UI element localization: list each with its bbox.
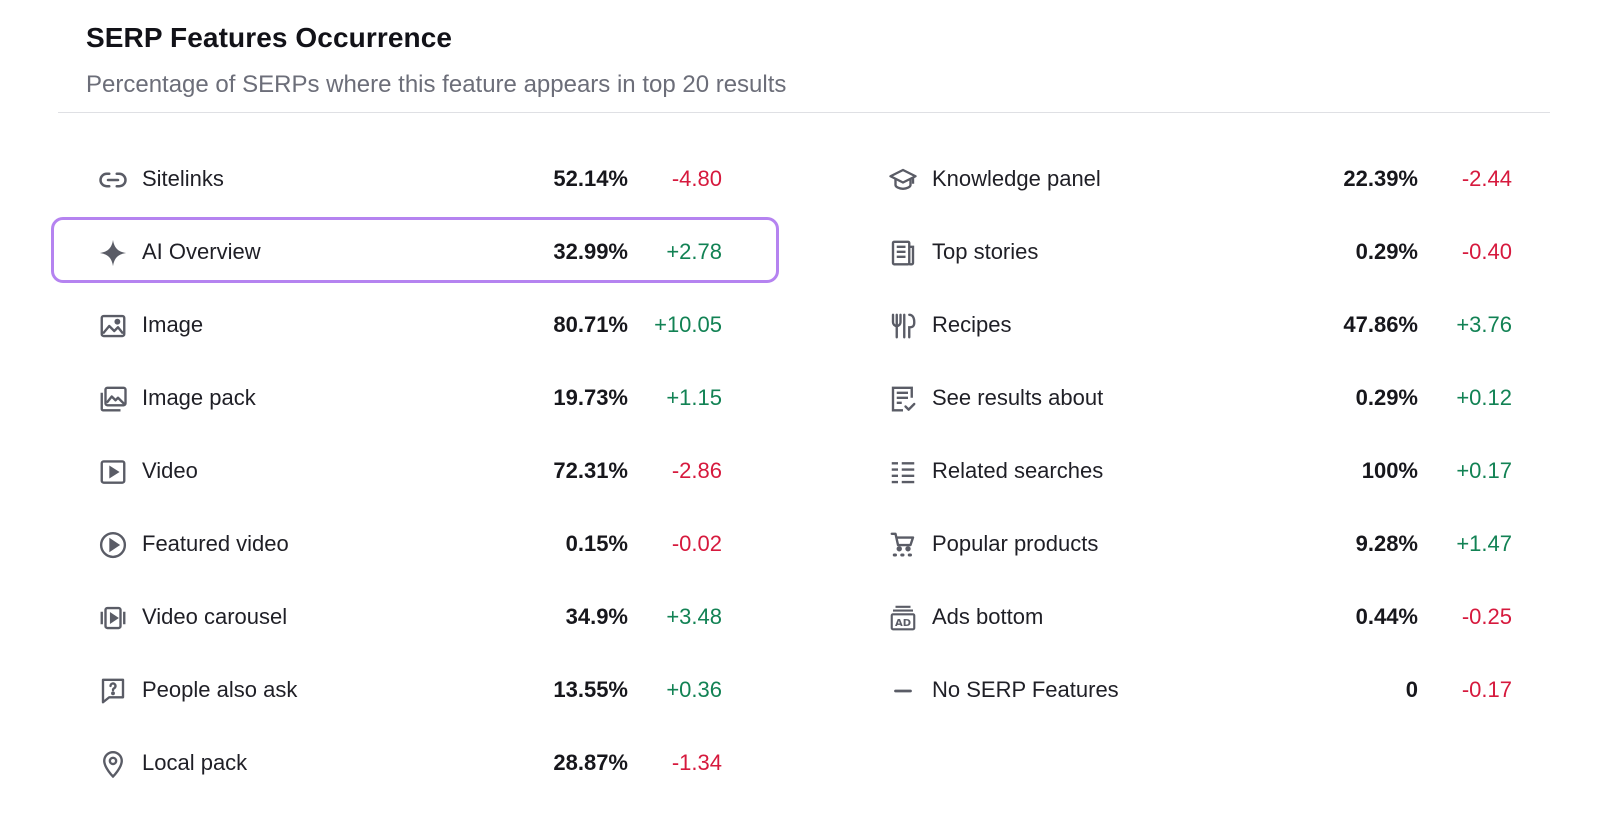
- features-list-left: Sitelinks 52.14% -4.80 AI Overview 32.99% +2.…: [86, 143, 740, 800]
- feature-change: -0.40: [1461, 239, 1512, 264]
- feature-row-featured-video: Featured video 0.15% -0.02: [86, 508, 740, 581]
- feature-change: -0.02: [671, 531, 722, 556]
- feature-label: Recipes: [932, 312, 1012, 337]
- feature-row-local-pack: Local pack 28.87% -1.34: [86, 727, 740, 800]
- feature-label: Image pack: [142, 385, 256, 410]
- feature-percentage: 100%: [1361, 458, 1418, 483]
- feature-label: Sitelinks: [142, 166, 224, 191]
- feature-row-ai-overview: AI Overview 32.99% +2.78: [86, 216, 740, 289]
- feature-percentage: 0.29%: [1355, 239, 1418, 264]
- video-icon: [98, 457, 128, 487]
- feature-label: Related searches: [932, 458, 1104, 483]
- video-carousel-icon: [98, 603, 128, 633]
- feature-row-people-also-ask: People also ask 13.55% +0.36: [86, 654, 740, 727]
- newspaper-icon: [888, 238, 918, 268]
- feature-percentage: 19.73%: [553, 385, 628, 410]
- play-circle-icon: [98, 530, 128, 560]
- feature-change: -0.17: [1461, 677, 1512, 702]
- feature-row-no-serp-features: No SERP Features 0 -0.17: [876, 654, 1530, 727]
- feature-row-top-stories: Top stories 0.29% -0.40: [876, 216, 1530, 289]
- feature-percentage: 0.44%: [1355, 604, 1418, 629]
- features-list-right: Knowledge panel 22.39% -2.44 Top stories 0.2…: [876, 143, 1530, 727]
- feature-row-video: Video 72.31% -2.86: [86, 435, 740, 508]
- feature-change: -2.86: [671, 458, 722, 483]
- sparkle-icon: [98, 238, 128, 268]
- image-icon: [98, 311, 128, 341]
- feature-change: +1.47: [1456, 531, 1512, 556]
- feature-change: +0.12: [1456, 385, 1512, 410]
- svg-text:AD: AD: [895, 618, 911, 629]
- feature-label: Top stories: [932, 239, 1039, 264]
- feature-change: +0.17: [1456, 458, 1512, 483]
- image-pack-icon: [98, 384, 128, 414]
- feature-label: People also ask: [142, 677, 298, 702]
- feature-change: +10.05: [654, 312, 722, 337]
- feature-row-knowledge-panel: Knowledge panel 22.39% -2.44: [876, 143, 1530, 216]
- graduation-cap-icon: [888, 165, 918, 195]
- feature-row-popular-products: Popular products 9.28% +1.47: [876, 508, 1530, 581]
- feature-label: Knowledge panel: [932, 166, 1101, 191]
- feature-label: Popular products: [932, 531, 1099, 556]
- feature-label: Local pack: [142, 750, 248, 775]
- ai-overview-highlight: [51, 217, 779, 283]
- feature-change: -0.25: [1461, 604, 1512, 629]
- feature-percentage: 0.15%: [565, 531, 628, 556]
- feature-percentage: 72.31%: [553, 458, 628, 483]
- feature-change: -2.44: [1461, 166, 1512, 191]
- feature-label: Video carousel: [142, 604, 288, 629]
- feature-percentage: 28.87%: [553, 750, 628, 775]
- card-title: SERP Features Occurrence: [86, 22, 453, 53]
- map-pin-icon: [98, 749, 128, 779]
- header-divider: [58, 112, 1550, 113]
- feature-row-see-results-about: See results about 0.29% +0.12: [876, 362, 1530, 435]
- feature-percentage: 22.39%: [1343, 166, 1418, 191]
- feature-label: Featured video: [142, 531, 289, 556]
- feature-change: +2.78: [666, 239, 722, 264]
- feature-row-recipes: Recipes 47.86% +3.76: [876, 289, 1530, 362]
- feature-percentage: 0.29%: [1355, 385, 1418, 410]
- feature-row-video-carousel: Video carousel 34.9% +3.48: [86, 581, 740, 654]
- link-icon: [98, 165, 128, 195]
- feature-percentage: 13.55%: [553, 677, 628, 702]
- feature-label: Video: [142, 458, 198, 483]
- feature-row-sitelinks: Sitelinks 52.14% -4.80: [86, 143, 740, 216]
- question-bubble-icon: [98, 676, 128, 706]
- feature-percentage: 34.9%: [565, 604, 628, 629]
- feature-percentage: 9.28%: [1355, 531, 1418, 556]
- feature-label: Ads bottom: [932, 604, 1044, 629]
- feature-change: +3.76: [1456, 312, 1512, 337]
- dash-icon: [888, 676, 918, 706]
- feature-percentage: 0: [1405, 677, 1418, 702]
- feature-row-image-pack: Image pack 19.73% +1.15: [86, 362, 740, 435]
- feature-percentage: 52.14%: [553, 166, 628, 191]
- feature-label: See results about: [932, 385, 1104, 410]
- feature-label: AI Overview: [142, 239, 261, 264]
- feature-change: -4.80: [671, 166, 722, 191]
- feature-change: +0.36: [666, 677, 722, 702]
- card-subtitle: Percentage of SERPs where this feature a…: [86, 71, 787, 98]
- feature-row-related-searches: Related searches 100% +0.17: [876, 435, 1530, 508]
- list-icon: [888, 457, 918, 487]
- feature-row-image: Image 80.71% +10.05: [86, 289, 740, 362]
- feature-percentage: 80.71%: [553, 312, 628, 337]
- feature-percentage: 47.86%: [1343, 312, 1418, 337]
- shopping-cart-icon: [888, 530, 918, 560]
- feature-row-ads-bottom: AD Ads bottom 0.44% -0.25: [876, 581, 1530, 654]
- ad-icon: AD: [888, 603, 918, 633]
- feature-label: Image: [142, 312, 204, 337]
- feature-percentage: 32.99%: [553, 239, 628, 264]
- feature-change: +1.15: [666, 385, 722, 410]
- fork-knife-icon: [888, 311, 918, 341]
- feature-change: -1.34: [671, 750, 722, 775]
- checklist-icon: [888, 384, 918, 414]
- feature-change: +3.48: [666, 604, 722, 629]
- feature-label: No SERP Features: [932, 677, 1119, 702]
